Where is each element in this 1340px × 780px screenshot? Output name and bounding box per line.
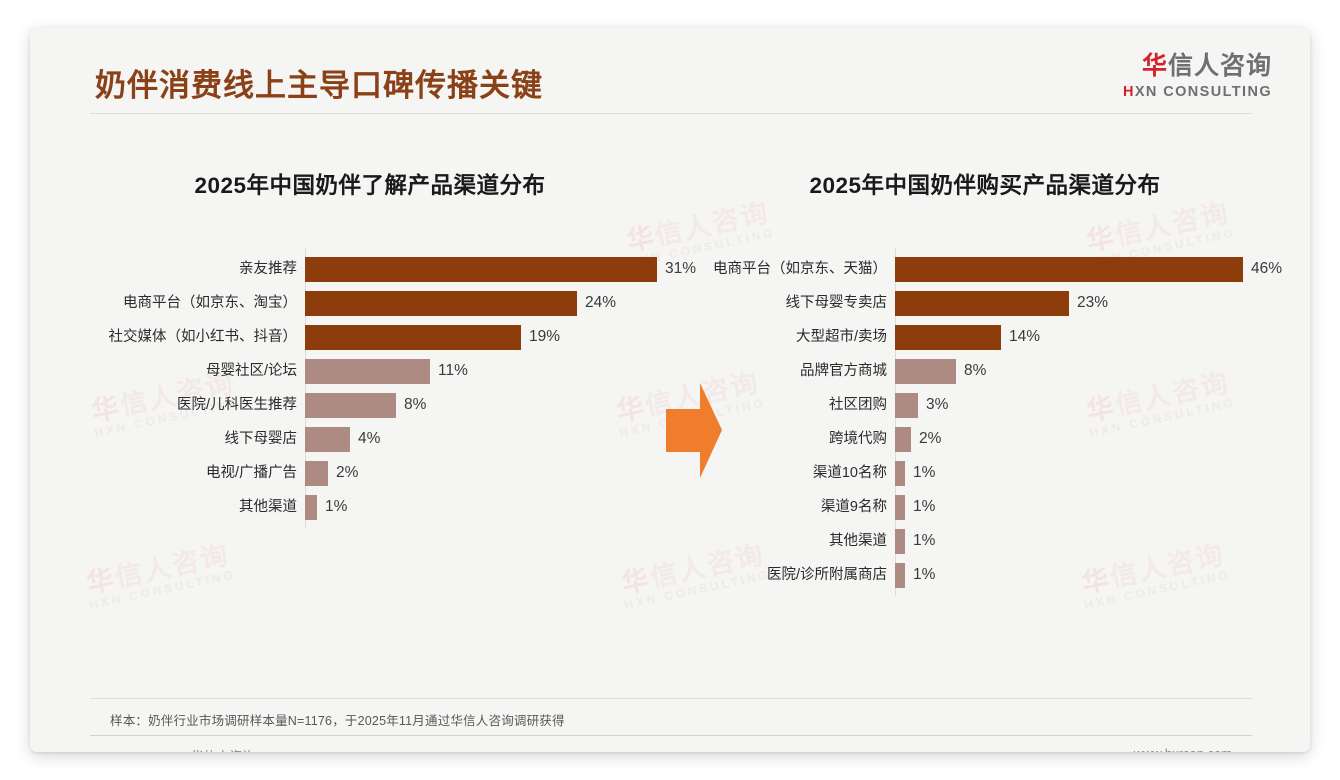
bar-category-label: 医院/诊所附属商店 <box>766 566 887 583</box>
sample-note: 样本：奶伴行业市场调研样本量N=1176，于2025年11月通过华信人咨询调研获… <box>110 714 565 728</box>
company-logo: 华信人咨询 HXN CONSULTING <box>1123 54 1272 100</box>
chart-row: 亲友推荐 31% <box>239 252 696 286</box>
right-arrow-icon <box>666 383 722 478</box>
bar-category-label: 渠道10名称 <box>812 464 887 481</box>
bar-category-label: 跨境代购 <box>829 430 887 447</box>
bar-value-label: 2% <box>336 464 359 482</box>
bar-category-label: 社区团购 <box>829 396 887 413</box>
bar-segment <box>895 256 1243 282</box>
chart-row: 电商平台（如京东、淘宝） 24% <box>123 286 680 320</box>
bar-segment <box>895 392 918 418</box>
chart-row: 电商平台（如京东、天猫） 46% <box>713 252 1290 286</box>
bar-chart-awareness: 亲友推荐 31% 电商平台（如京东、淘宝） 24% 社交媒体（如小红书、抖音） <box>60 248 696 528</box>
chart-row: 社区团购 3% <box>829 388 1290 422</box>
bar-category-label: 电商平台（如京东、天猫） <box>713 260 887 277</box>
bar-value-label: 3% <box>926 396 949 414</box>
bar-segment <box>305 290 577 316</box>
bar-category-label: 电商平台（如京东、淘宝） <box>123 294 297 311</box>
bar-segment <box>895 494 905 520</box>
bar-category-label: 线下母婴专卖店 <box>785 294 888 311</box>
footnote-divider <box>90 698 1252 699</box>
bar-value-label: 11% <box>438 362 468 380</box>
bar-segment <box>895 528 905 554</box>
chart-row: 线下母婴专卖店 23% <box>786 286 1290 320</box>
bar-value-label: 1% <box>913 532 936 550</box>
bar-category-label: 其他渠道 <box>239 498 297 515</box>
bar-segment <box>305 256 657 282</box>
chart-axis-line <box>305 248 306 528</box>
logo-en-red-char: H <box>1122 84 1135 100</box>
bar-value-label: 2% <box>919 430 942 448</box>
bar-value-label: 14% <box>1009 328 1041 346</box>
bar-segment <box>305 324 521 350</box>
slide-card: 华信人咨询 HXN CONSULTING 华信人咨询 HXN CONSULTIN… <box>30 28 1310 752</box>
chart-row: 母婴社区/论坛 11% <box>206 354 680 388</box>
bar-chart-purchase: 电商平台（如京东、天猫） 46% 线下母婴专卖店 23% 大型超市/卖场 <box>680 248 1290 596</box>
bar-value-label: 1% <box>913 464 936 482</box>
bar-segment <box>895 290 1069 316</box>
bar-segment <box>305 392 396 418</box>
chart-title-purchase: 2025年中国奶伴购买产品渠道分布 <box>809 173 1161 198</box>
bar-segment <box>305 358 430 384</box>
footer-website[interactable]: www.hxrcon.com <box>1134 746 1232 752</box>
bar-category-label: 渠道9名称 <box>820 498 887 515</box>
bar-value-label: 23% <box>1077 294 1109 312</box>
chart-panel-purchase: 2025年中国奶伴购买产品渠道分布 电商平台（如京东、天猫） 46% 线下母婴专… <box>680 120 1290 596</box>
bar-category-label: 医院/儿科医生推荐 <box>176 396 297 413</box>
chart-row: 渠道10名称 1% <box>813 456 1290 490</box>
header-divider <box>90 113 1252 114</box>
logo-cn-rest: 信人咨询 <box>1167 52 1272 80</box>
bar-category-label: 品牌官方商城 <box>800 362 887 379</box>
logo-cn-text: 华信人咨询 <box>1123 54 1272 79</box>
bar-value-label: 8% <box>404 396 427 414</box>
bar-value-label: 4% <box>358 430 381 448</box>
chart-row: 电视/广播广告 2% <box>206 456 680 490</box>
chart-row: 其他渠道 1% <box>829 524 1290 558</box>
bar-value-label: 1% <box>913 566 936 584</box>
bar-segment <box>305 494 317 520</box>
footer-divider <box>90 735 1252 736</box>
page-title: 奶伴消费线上主导口碑传播关键 <box>95 68 543 103</box>
bar-segment <box>895 426 911 452</box>
bar-category-label: 其他渠道 <box>829 532 887 549</box>
bar-value-label: 31% <box>665 260 697 278</box>
chart-row: 跨境代购 2% <box>829 422 1290 456</box>
bar-segment <box>895 324 1001 350</box>
bar-category-label: 母婴社区/论坛 <box>205 362 297 379</box>
bar-category-label: 社交媒体（如小红书、抖音） <box>108 328 298 345</box>
bar-segment <box>305 460 328 486</box>
chart-row: 线下母婴店 4% <box>225 422 680 456</box>
bar-category-label: 大型超市/卖场 <box>795 328 887 345</box>
chart-row: 其他渠道 1% <box>239 490 680 524</box>
bar-category-label: 线下母婴店 <box>224 430 298 447</box>
logo-cn-red-char: 华 <box>1141 52 1168 80</box>
logo-en-text: HXN CONSULTING <box>1123 85 1272 100</box>
chart-panel-awareness: 2025年中国奶伴了解产品渠道分布 亲友推荐 31% 电商平台（如京东、淘宝） … <box>60 120 696 528</box>
bar-segment <box>895 358 956 384</box>
chart-row: 渠道9名称 1% <box>821 490 1290 524</box>
chart-axis-line <box>895 248 896 596</box>
bar-value-label: 19% <box>529 328 561 346</box>
chart-row: 品牌官方商城 8% <box>800 354 1290 388</box>
bar-category-label: 亲友推荐 <box>239 260 297 277</box>
slide-header: 奶伴消费线上主导口碑传播关键 华信人咨询 HXN CONSULTING <box>30 28 1310 110</box>
bar-value-label: 24% <box>585 294 617 312</box>
bar-segment <box>895 562 905 588</box>
chart-row: 医院/诊所附属商店 1% <box>767 558 1290 592</box>
bar-category-label: 电视/广播广告 <box>205 464 297 481</box>
chart-row: 医院/儿科医生推荐 8% <box>177 388 680 422</box>
charts-area: 2025年中国奶伴了解产品渠道分布 亲友推荐 31% 电商平台（如京东、淘宝） … <box>30 120 1310 680</box>
bar-value-label: 1% <box>913 498 936 516</box>
bar-segment <box>895 460 905 486</box>
logo-en-rest: XN CONSULTING <box>1134 84 1272 100</box>
bar-segment <box>305 426 350 452</box>
chart-row: 社交媒体（如小红书、抖音） 19% <box>109 320 680 354</box>
chart-row: 大型超市/卖场 14% <box>796 320 1290 354</box>
bar-value-label: 8% <box>964 362 987 380</box>
bar-value-label: 1% <box>325 498 348 516</box>
bar-value-label: 46% <box>1251 260 1283 278</box>
footer-copyright: ©2026.1 HXR华信人咨询 <box>110 746 255 752</box>
chart-title-awareness: 2025年中国奶伴了解产品渠道分布 <box>194 173 546 198</box>
